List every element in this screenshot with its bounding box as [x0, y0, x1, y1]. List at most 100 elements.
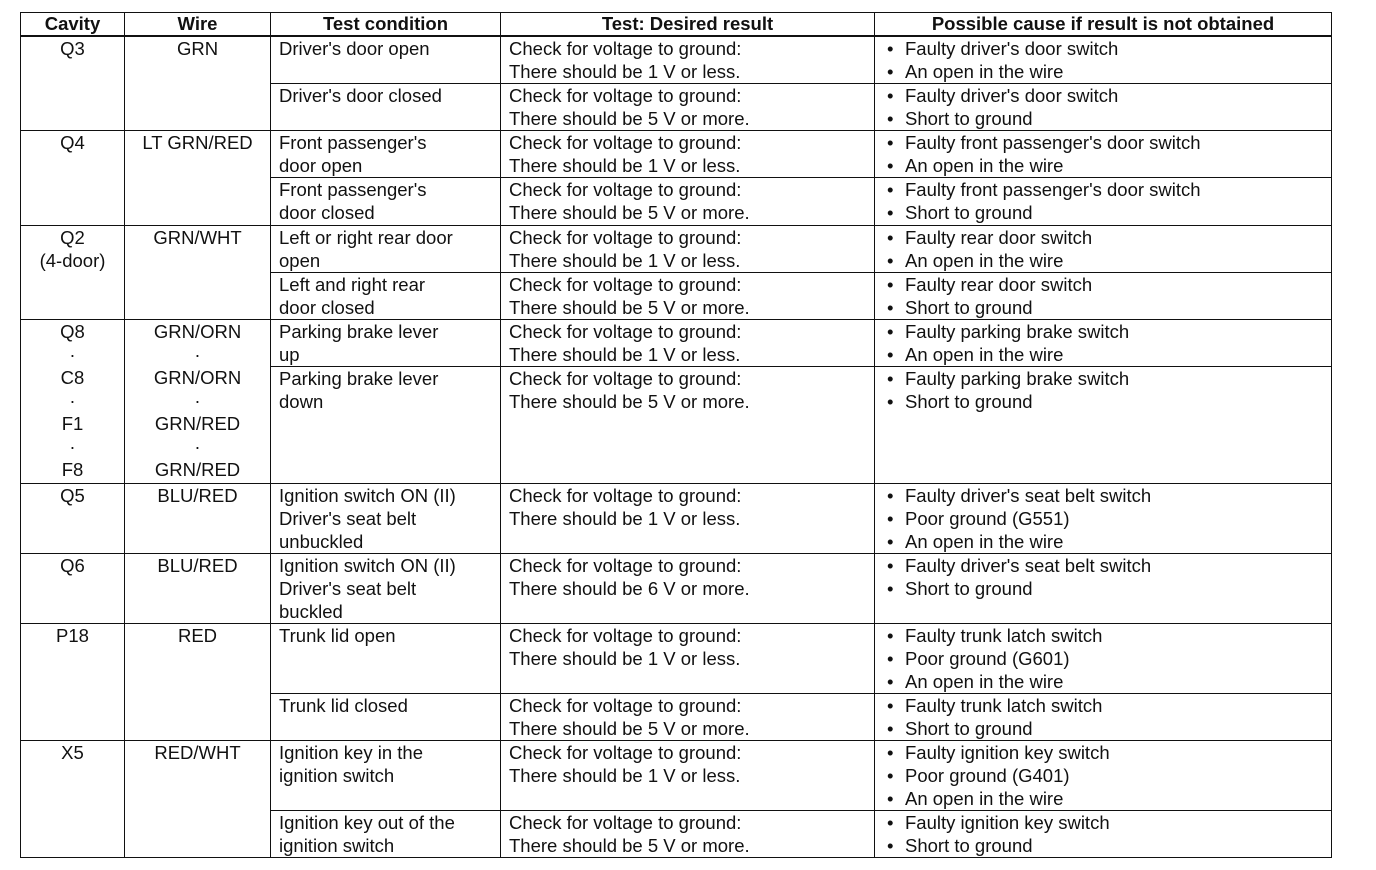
cause-item: • Faulty driver's door switch [887, 37, 1331, 60]
cause-text: Short to ground [905, 835, 1033, 856]
cause-item: • An open in the wire [887, 530, 1331, 553]
bullet-icon: • [887, 812, 894, 833]
wire-cell: GRN/ORN · GRN/ORN · GRN/RED · GRN/RED [124, 319, 271, 484]
possible-cause-cell: • Faulty parking brake switch • Short to gr… [874, 366, 1332, 484]
cavity-cell: Q4 [20, 130, 125, 226]
possible-cause-cell: • Faulty ignition key switch • Poor ground … [874, 740, 1332, 811]
cause-item: • An open in the wire [887, 343, 1331, 366]
desired-result-cell: Check for voltage to ground: There shoul… [500, 810, 875, 858]
cause-text: Short to ground [905, 391, 1033, 412]
test-condition-cell: Left and right rear door closed [270, 272, 501, 320]
table-row: Q2 (4-door) GRN/WHT Left or right rear doo… [20, 225, 1332, 320]
cause-text: Faulty driver's seat belt switch [905, 485, 1152, 506]
bullet-icon: • [887, 555, 894, 576]
bullet-icon: • [887, 155, 894, 176]
desired-result-cell: Check for voltage to ground: There shoul… [500, 483, 875, 554]
cause-item: • Poor ground (G601) [887, 647, 1331, 670]
bullet-icon: • [887, 38, 894, 59]
cause-text: Short to ground [905, 578, 1033, 599]
wire-cell: BLU/RED [124, 483, 271, 554]
bullet-icon: • [887, 61, 894, 82]
possible-cause-cell: • Faulty rear door switch • Short to ground [874, 272, 1332, 320]
bullet-icon: • [887, 742, 894, 763]
possible-cause-cell: • Faulty front passenger's door switch • Sh… [874, 177, 1332, 226]
cause-text: Faulty ignition key switch [905, 812, 1110, 833]
cause-text: Faulty trunk latch switch [905, 625, 1103, 646]
desired-result-cell: Check for voltage to ground: There shoul… [500, 319, 875, 367]
desired-result-cell: Check for voltage to ground: There shoul… [500, 693, 875, 741]
cause-text: Poor ground (G601) [905, 648, 1070, 669]
cause-text: Poor ground (G401) [905, 765, 1070, 786]
cause-item: • Faulty parking brake switch [887, 321, 1331, 344]
cause-text: An open in the wire [905, 155, 1064, 176]
bullet-icon: • [887, 788, 894, 809]
table-row: Front passenger's door closed Check for v… [21, 177, 1332, 226]
cause-text: Faulty ignition key switch [905, 742, 1110, 763]
possible-cause-cell: • Faulty trunk latch switch • Poor ground (… [874, 623, 1332, 694]
desired-result-cell: Check for voltage to ground: There shoul… [500, 272, 875, 320]
possible-cause-cell: • Faulty driver's seat belt switch • Poor g… [874, 483, 1332, 554]
cause-item: • Short to ground [887, 296, 1331, 319]
cause-text: Faulty parking brake switch [905, 368, 1130, 389]
bullet-icon: • [887, 202, 894, 223]
cavity-cell: Q6 [20, 553, 125, 624]
test-condition-cell: Front passenger's door open [270, 130, 501, 178]
wire-cell: BLU/RED [124, 553, 271, 624]
test-condition-cell: Trunk lid closed [270, 693, 501, 741]
bullet-icon: • [887, 625, 894, 646]
header-cavity: Cavity [20, 12, 125, 37]
bullet-icon: • [887, 227, 894, 248]
table-row: Ignition key out of the ignition switch C… [21, 810, 1332, 858]
table-body: Q3 GRN Driver's door open Check for voltage… [20, 35, 1332, 858]
test-condition-cell: Driver's door closed [270, 83, 501, 131]
bullet-icon: • [887, 297, 894, 318]
header-wire: Wire [124, 12, 271, 37]
possible-cause-cell: • Faulty driver's door switch • Short to gr… [874, 83, 1332, 131]
test-condition-cell: Ignition key in the ignition switch [270, 740, 501, 811]
cavity-cell: Q2 (4-door) [20, 225, 125, 320]
test-condition-cell: Front passenger's door closed [270, 177, 501, 226]
cause-text: Short to ground [905, 718, 1033, 739]
cause-text: Faulty trunk latch switch [905, 695, 1103, 716]
cavity-cell: X5 [20, 740, 125, 858]
cause-item: • Faulty ignition key switch [887, 742, 1331, 765]
test-condition-cell: Left or right rear door open [270, 225, 501, 273]
cause-text: Short to ground [905, 202, 1033, 223]
header-possible-cause: Possible cause if result is not obtained [874, 12, 1332, 37]
cause-item: • Faulty trunk latch switch [887, 625, 1331, 648]
bullet-icon: • [887, 344, 894, 365]
cause-text: Faulty driver's door switch [905, 85, 1119, 106]
cause-text: Faulty front passenger's door switch [905, 132, 1201, 153]
cavity-cell: Q3 [20, 35, 125, 131]
cause-item: • Faulty driver's seat belt switch [887, 485, 1331, 508]
cause-text: Faulty front passenger's door switch [905, 179, 1201, 200]
cause-text: An open in the wire [905, 61, 1064, 82]
bullet-icon: • [887, 108, 894, 129]
table-row: Q5 BLU/RED Ignition switch ON (II) Driver'… [20, 483, 1332, 554]
cause-item: • An open in the wire [887, 249, 1331, 272]
bullet-icon: • [887, 765, 894, 786]
possible-cause-cell: • Faulty ignition key switch • Short to gro… [874, 810, 1332, 858]
test-condition-cell: Driver's door open [270, 35, 501, 84]
cause-text: Faulty driver's door switch [905, 38, 1119, 59]
cause-item: • Faulty front passenger's door switch [887, 179, 1331, 202]
bullet-icon: • [887, 132, 894, 153]
table-row: X5 RED/WHT Ignition key in the ignition sw… [20, 740, 1332, 858]
bullet-icon: • [887, 391, 894, 412]
desired-result-cell: Check for voltage to ground: There shoul… [500, 740, 875, 811]
wire-cell: RED [124, 623, 271, 741]
desired-result-cell: Check for voltage to ground: There shoul… [500, 130, 875, 178]
test-condition-cell: Trunk lid open [270, 623, 501, 694]
cavity-cell: P18 [20, 623, 125, 741]
cause-item: • Faulty rear door switch [887, 274, 1331, 297]
possible-cause-cell: • Faulty driver's seat belt switch • Short … [874, 553, 1332, 624]
cause-item: • Short to ground [887, 390, 1331, 413]
bullet-icon: • [887, 485, 894, 506]
cause-item: • Faulty front passenger's door switch [887, 132, 1331, 155]
cause-text: An open in the wire [905, 344, 1064, 365]
table-row: P18 RED Trunk lid open Check for voltage to… [20, 623, 1332, 741]
test-condition-cell: Ignition switch ON (II) Driver's seat be… [270, 553, 501, 624]
cause-text: Poor ground (G551) [905, 508, 1070, 529]
header-test-condition: Test condition [270, 12, 501, 37]
bullet-icon: • [887, 648, 894, 669]
